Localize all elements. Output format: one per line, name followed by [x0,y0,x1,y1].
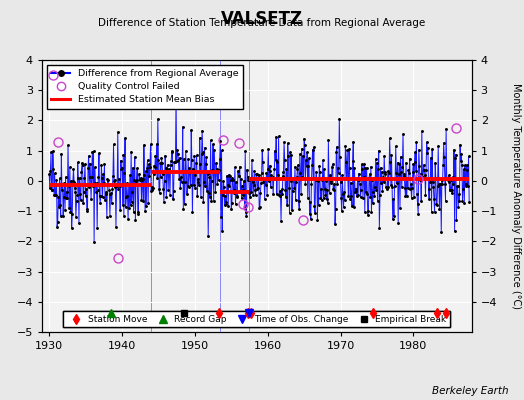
Text: Berkeley Earth: Berkeley Earth [432,386,508,396]
Y-axis label: Monthly Temperature Anomaly Difference (°C): Monthly Temperature Anomaly Difference (… [511,83,521,309]
Text: Difference of Station Temperature Data from Regional Average: Difference of Station Temperature Data f… [99,18,425,28]
Text: VALSETZ: VALSETZ [221,10,303,28]
Legend: Station Move, Record Gap, Time of Obs. Change, Empirical Break: Station Move, Record Gap, Time of Obs. C… [63,311,450,328]
